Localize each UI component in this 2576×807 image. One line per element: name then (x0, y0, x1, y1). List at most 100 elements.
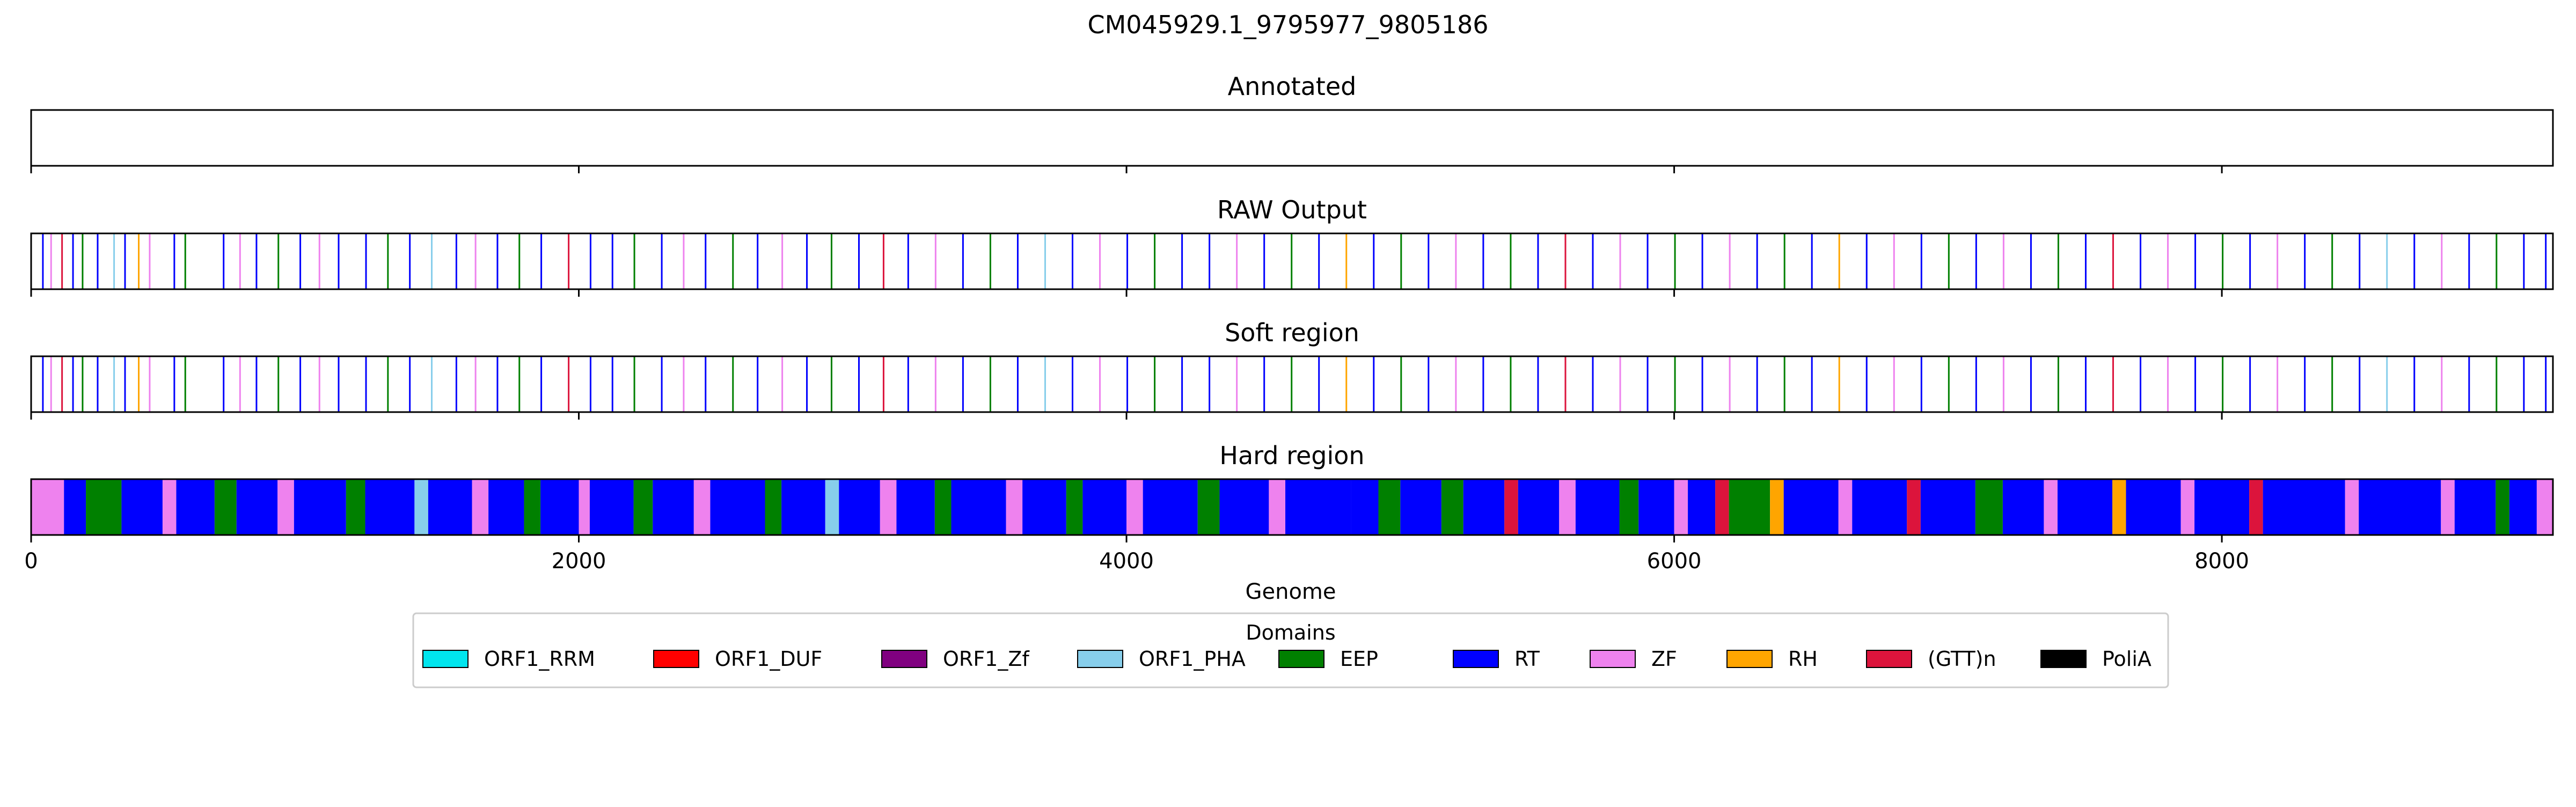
domain-segment-rt (2194, 479, 2250, 535)
domain-segment-zf (579, 479, 590, 535)
domain-segment-rt (2249, 233, 2251, 289)
domain-segment-eep (1400, 356, 1402, 412)
domain-segment-rt (2468, 356, 2470, 412)
legend-swatch (422, 650, 469, 668)
legend-swatch (2040, 650, 2087, 668)
domain-segment-eep (2057, 356, 2059, 412)
domain-segment-eep (1619, 479, 1639, 535)
domain-segment-rt (121, 479, 163, 535)
track-2: Soft region (30, 318, 2554, 420)
legend-swatch (881, 650, 927, 668)
domain-segment-rt (294, 479, 346, 535)
domain-segment-zf (162, 479, 177, 535)
track-frame (30, 478, 2554, 536)
domain-segment-eep (1291, 356, 1293, 412)
domain-segment-rt (409, 356, 411, 412)
domain-segment-eep (1948, 356, 1950, 412)
domain-segment-zf (2180, 479, 2195, 535)
domain-segment-rt (1920, 479, 1975, 535)
domain-segment-gttn (882, 233, 884, 289)
track-1: RAW Output (30, 195, 2554, 297)
x-axis-label: Genome (1245, 579, 1336, 604)
domain-segment-rt (1920, 233, 1922, 289)
domain-segment-rt (1811, 356, 1813, 412)
domain-segment-rt (2030, 233, 2032, 289)
domain-segment-zf (1455, 233, 1457, 289)
domain-segment-rt (428, 479, 472, 535)
domain-segment-zf (472, 479, 489, 535)
domain-segment-rt (1071, 233, 1073, 289)
domain-segment-eep (1975, 479, 2003, 535)
domain-segment-rt (2057, 479, 2112, 535)
domain-segment-rt (365, 356, 367, 412)
domain-segment-zf (1099, 233, 1101, 289)
domain-segment-rt (299, 233, 302, 289)
domain-segment-rt (1016, 356, 1019, 412)
domain-segment-zf (474, 233, 477, 289)
track-3: Hard region (30, 441, 2554, 542)
domain-segment-eep (1154, 233, 1156, 289)
domain-segment-rt (1756, 233, 1758, 289)
domain-segment-rt (589, 233, 591, 289)
domain-segment-rt (907, 356, 909, 412)
domain-segment-eep (2496, 356, 2498, 412)
domain-segment-rt (2545, 356, 2547, 412)
legend-swatch (1590, 650, 1636, 668)
domain-segment-gttn (61, 356, 63, 412)
domain-segment-rt (1126, 233, 1129, 289)
legend-entry: (GTT)n (1866, 647, 1996, 671)
domain-segment-orf1pha (825, 479, 839, 535)
domain-segment-rt (1646, 233, 1649, 289)
domain-segment-zf (2044, 479, 2058, 535)
legend-swatch (1453, 650, 1499, 668)
domain-segment-rt (1428, 356, 1430, 412)
domain-segment-zf (1729, 356, 1731, 412)
domain-segment-rt (2263, 479, 2345, 535)
domain-segment-eep (1510, 233, 1512, 289)
domain-segment-eep (524, 479, 541, 535)
legend-label: RT (1514, 647, 1540, 671)
domain-segment-rt (365, 233, 367, 289)
domain-segment-rt (1811, 233, 1813, 289)
domain-segment-rt (64, 479, 86, 535)
domain-segment-eep (2496, 479, 2509, 535)
domain-segment-eep (1378, 479, 1401, 535)
domain-segment-rt (1181, 356, 1183, 412)
domain-segment-zf (2002, 233, 2004, 289)
domain-segment-rt (1701, 233, 1703, 289)
domain-segment-rt (710, 479, 765, 535)
domain-segment-rt (299, 356, 302, 412)
domain-segment-zf (1729, 233, 1731, 289)
legend-label: (GTT)n (1928, 647, 1996, 671)
domain-segment-eep (2331, 356, 2333, 412)
domain-segment-zf (1559, 479, 1576, 535)
legend-label: ORF1_PHA (1139, 647, 1246, 671)
domain-segment-orf1pha (113, 356, 115, 412)
domain-segment-rt (1351, 479, 1379, 535)
domain-segment-zf (2536, 479, 2553, 535)
domain-segment-rh (1838, 233, 1840, 289)
chart-title: CM045929.1_9795977_9805186 (1087, 10, 1488, 39)
domain-segment-eep (1783, 356, 1785, 412)
domain-segment-zf (1455, 356, 1457, 412)
domain-segment-zf (50, 233, 52, 289)
legend: Domains ORF1_RRM ORF1_DUF ORF1_Zf ORF1_PHA E… (412, 612, 2169, 688)
domain-segment-gttn (1715, 479, 1729, 535)
legend-entries: ORF1_RRM ORF1_DUF ORF1_Zf ORF1_PHA EEP RT ZF RH… (422, 647, 2151, 671)
domain-segment-zf (50, 356, 52, 412)
domain-segment-rt (173, 233, 175, 289)
domain-segment-eep (765, 479, 782, 535)
domain-segment-zf (1893, 233, 1895, 289)
domain-segment-eep (387, 356, 389, 412)
domain-segment-rt (2194, 233, 2197, 289)
track-title: Hard region (1219, 441, 1364, 470)
domain-segment-rt (1592, 356, 1594, 412)
domain-segment-rt (1537, 233, 1539, 289)
domain-segment-eep (934, 479, 952, 535)
domain-segment-zf (239, 356, 241, 412)
domain-segment-rt (951, 479, 1006, 535)
legend-label: EEP (1340, 647, 1378, 671)
domain-segment-rt (2359, 233, 2361, 289)
domain-segment-eep (989, 233, 991, 289)
